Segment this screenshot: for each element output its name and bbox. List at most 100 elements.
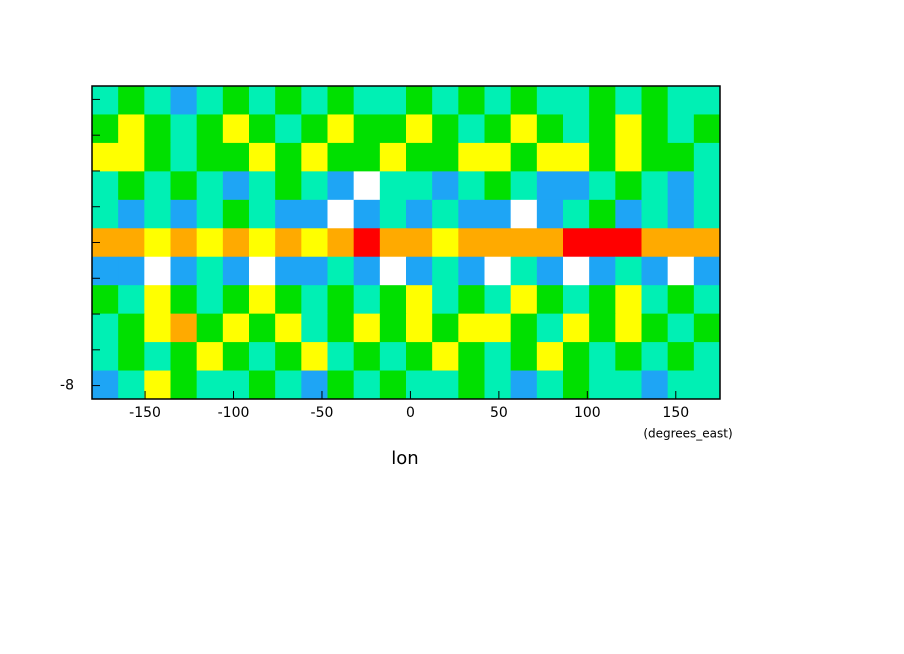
contour-cell: [249, 370, 276, 400]
contour-cell: [249, 313, 276, 343]
contour-cell: [510, 256, 538, 286]
contour-cell: [144, 199, 171, 229]
contour-cell: [222, 370, 250, 400]
contour-cell: [144, 171, 171, 201]
contour-cell: [92, 285, 119, 315]
contour-cell: [144, 256, 171, 286]
contour-cell: [353, 313, 381, 343]
contour-cell: [667, 228, 695, 258]
contour-cell: [589, 285, 616, 315]
contour-cell: [484, 114, 512, 144]
contour-cell: [563, 114, 590, 144]
contour-cell: [92, 370, 119, 400]
contour-cell: [589, 171, 616, 201]
contour-cell: [379, 171, 407, 201]
contour-cell: [327, 313, 355, 343]
contour-cell: [196, 285, 224, 315]
contour-cell: [693, 228, 721, 258]
contour-cell: [353, 171, 381, 201]
contour-cell: [222, 86, 250, 115]
contour-cell: [641, 114, 669, 144]
contour-cell: [563, 86, 590, 115]
contour-cell: [196, 228, 224, 258]
contour-cell: [536, 256, 564, 286]
contour-cell: [301, 228, 328, 258]
contour-cell: [301, 370, 328, 400]
contour-cell: [484, 256, 512, 286]
contour-cell: [275, 285, 302, 315]
contour-cell: [458, 199, 485, 229]
contour-cell: [484, 370, 512, 400]
contour-cell: [432, 228, 459, 258]
contour-cell: [170, 342, 198, 372]
contour-cell: [432, 199, 459, 229]
contour-cell: [353, 142, 381, 172]
contour-cell: [327, 342, 355, 372]
contour-cell: [196, 342, 224, 372]
contour-cell: [510, 285, 538, 315]
contour-cell: [458, 114, 485, 144]
contour-cell: [222, 114, 250, 144]
contour-cell: [406, 285, 433, 315]
contour-cell: [275, 86, 302, 115]
contour-cell: [144, 342, 171, 372]
contour-cell: [379, 370, 407, 400]
contour-cell: [353, 199, 381, 229]
contour-cell: [484, 199, 512, 229]
contour-cell: [615, 370, 642, 400]
contour-cell: [222, 199, 250, 229]
contour-cell: [589, 342, 616, 372]
contour-cell: [379, 86, 407, 115]
contour-cell: [563, 370, 590, 400]
contour-cell: [458, 256, 485, 286]
contour-cell: [249, 86, 276, 115]
contour-cell: [510, 171, 538, 201]
contour-cell: [641, 142, 669, 172]
contour-cell: [406, 86, 433, 115]
x-tick-label: 100: [574, 405, 601, 421]
contour-cell: [275, 142, 302, 172]
contour-cell: [249, 285, 276, 315]
contour-cell: [222, 285, 250, 315]
contour-cell: [275, 313, 302, 343]
contour-cell: [275, 171, 302, 201]
contour-cell: [536, 142, 564, 172]
contour-cell: [379, 114, 407, 144]
contour-cell: [170, 86, 198, 115]
contour-cell: [615, 256, 642, 286]
contour-cell: [196, 171, 224, 201]
contour-cell: [353, 342, 381, 372]
contour-cell: [589, 86, 616, 115]
contour-cell: [170, 285, 198, 315]
contour-cell: [458, 228, 485, 258]
contour-cell: [144, 86, 171, 115]
contour-cell: [118, 142, 145, 172]
contour-cell: [667, 313, 695, 343]
contour-cell: [458, 171, 485, 201]
contour-cell: [379, 342, 407, 372]
contour-cell: [301, 171, 328, 201]
contour-cell: [432, 86, 459, 115]
contour-cell: [589, 228, 616, 258]
contour-cell: [563, 142, 590, 172]
contour-cell: [327, 370, 355, 400]
contour-cell: [144, 285, 171, 315]
contour-cell: [484, 228, 512, 258]
contour-cell: [641, 285, 669, 315]
contour-cell: [563, 171, 590, 201]
x-tick-label: 150: [662, 405, 689, 421]
contour-cell: [641, 86, 669, 115]
contour-cell: [693, 171, 721, 201]
contour-cell: [327, 171, 355, 201]
contour-cell: [92, 313, 119, 343]
contour-cell: [510, 313, 538, 343]
contour-cell: [432, 370, 459, 400]
contour-cell: [693, 342, 721, 372]
contour-cell: [249, 171, 276, 201]
contour-cell: [615, 86, 642, 115]
contour-cell: [484, 86, 512, 115]
contour-cell: [196, 114, 224, 144]
contour-cell: [536, 228, 564, 258]
contour-cell: [222, 256, 250, 286]
